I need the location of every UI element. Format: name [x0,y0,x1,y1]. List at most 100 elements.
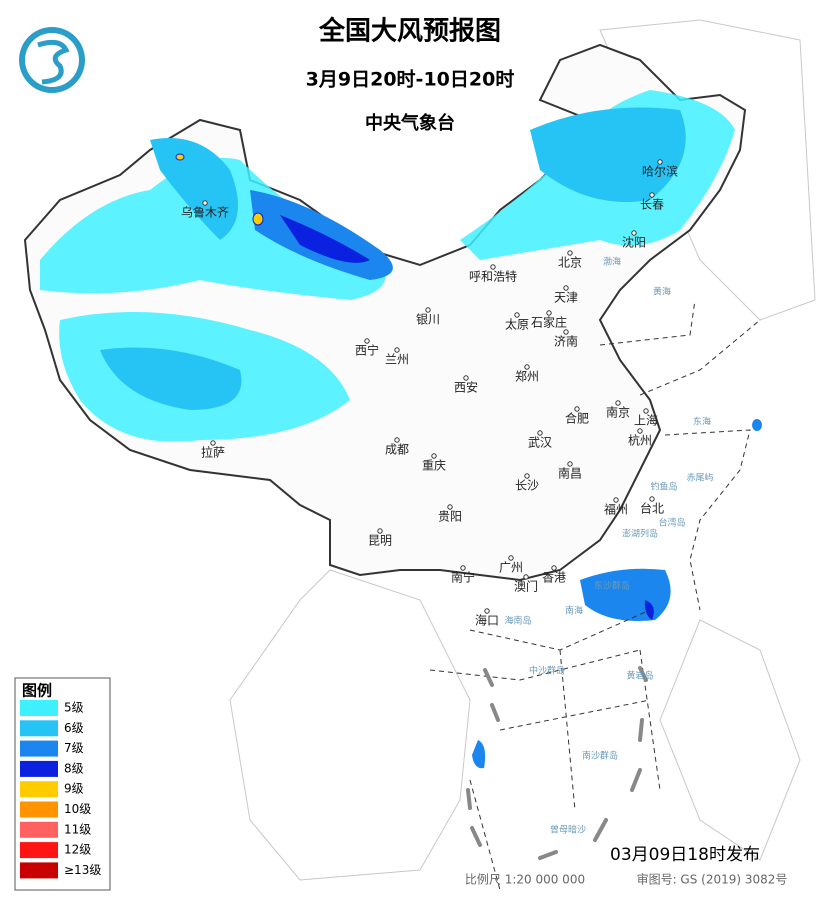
subtitle: 3月9日20时-10日20时 [306,69,515,91]
legend-label: 6级 [64,721,84,735]
city-dot [567,461,573,467]
city-dot [490,264,496,270]
city-label: 济南 [554,334,578,349]
city-dot [202,200,208,206]
city-label: 西宁 [355,343,379,358]
wind-area [100,347,242,410]
city-dot [563,329,569,335]
city-label: 杭州 [628,433,652,448]
city-dot [431,453,437,459]
city-dot [551,565,557,571]
legend-swatch [20,740,58,757]
city-label: 南京 [606,405,630,420]
city-label: 贵阳 [438,510,462,524]
legend-title: 图例 [22,682,52,700]
city-label: 哈尔滨 [642,164,678,179]
city-label: 上海 [634,413,658,428]
city-label: 太原 [505,317,529,332]
city-dot [649,192,655,198]
sea-label: 东海 [693,416,711,428]
wind-area [150,138,238,240]
city-label: 乌鲁木齐 [181,205,229,220]
neighbour-outline [229,19,816,881]
city-label: 呼和浩特 [469,269,517,284]
city-dot [657,159,663,165]
city-dot [514,312,520,318]
city-label: 合肥 [565,411,589,426]
city-label: 天津 [554,291,578,305]
city-label: 福州 [604,502,628,517]
city-label: 海口 [475,613,499,628]
wind-area [175,153,185,161]
city-label: 石家庄 [531,315,567,330]
city-label: 重庆 [422,459,446,473]
city-dot [574,406,580,412]
sea-label: 黄海 [653,286,671,298]
legend: 5级 6级 7级 8级 9级 10级 11级 12级 ≥13级 [20,700,101,879]
legend-label: 10级 [64,802,91,816]
sea-label: 赤尾屿 [686,473,713,484]
legend-swatch [20,801,58,818]
city-dot [643,408,649,414]
city-label: 兰州 [385,353,409,367]
sea-label: 澎湖列岛 [622,528,658,540]
sea-boundaries [429,299,761,891]
review-number: 审图号: GS (2019) 3082号 [637,872,788,887]
city-dot [631,230,637,236]
sea-label: 钓鱼岛 [650,481,677,493]
city-label: 北京 [558,256,582,270]
sea-label: 中沙群岛 [529,665,565,677]
city-dot [463,375,469,381]
city-label: 郑州 [515,369,539,384]
city-label: 南昌 [558,466,582,481]
issued-time: 03月09日18时发布 [610,845,760,865]
city-dot [649,496,655,502]
legend-swatch [20,821,58,838]
city-dot [523,574,529,580]
city-dot [637,428,643,434]
logo [37,39,70,85]
city-dot [524,473,530,479]
city-label: 银川 [416,313,440,327]
legend-label: 9级 [64,782,84,796]
city-label: 南宁 [451,570,475,585]
city-label: 武汉 [528,436,552,450]
sea-label: 渤海 [603,256,621,268]
city-label: 拉萨 [201,445,225,460]
city-label: 香港 [542,571,566,585]
city-dot [460,565,466,571]
legend-swatch [20,760,58,777]
wind-areas [40,90,762,769]
legend-swatch [20,700,58,716]
title: 全国大风预报图 [318,16,501,47]
city-dot [615,400,621,406]
city-dot [377,528,383,534]
city-dot [613,497,619,503]
city-dot [394,437,400,443]
city-label: 昆明 [368,534,392,548]
city-dot [563,285,569,291]
legend-label: 5级 [64,701,84,715]
legend-label: 7级 [64,741,84,755]
legend-swatch [20,781,58,798]
city-label: 成都 [385,443,409,457]
legend-swatch [20,862,58,879]
sea-label: 台湾岛 [658,517,685,529]
legend-swatch [20,720,58,737]
wind-area [752,419,762,431]
city-label: 沈阳 [622,235,646,250]
sea-label: 黄岩岛 [626,670,653,682]
wind-area [252,212,264,226]
city-label: 长春 [640,198,664,212]
sea-label: 南海 [565,605,583,617]
city-dot [546,310,552,316]
sea-label: 曾母暗沙 [550,824,586,836]
sea-label: 东沙群岛 [594,580,630,592]
city-label: 长沙 [515,479,539,493]
city-label: 台北 [640,501,664,516]
city-dot [425,307,431,313]
nine-dash-line [466,666,648,860]
